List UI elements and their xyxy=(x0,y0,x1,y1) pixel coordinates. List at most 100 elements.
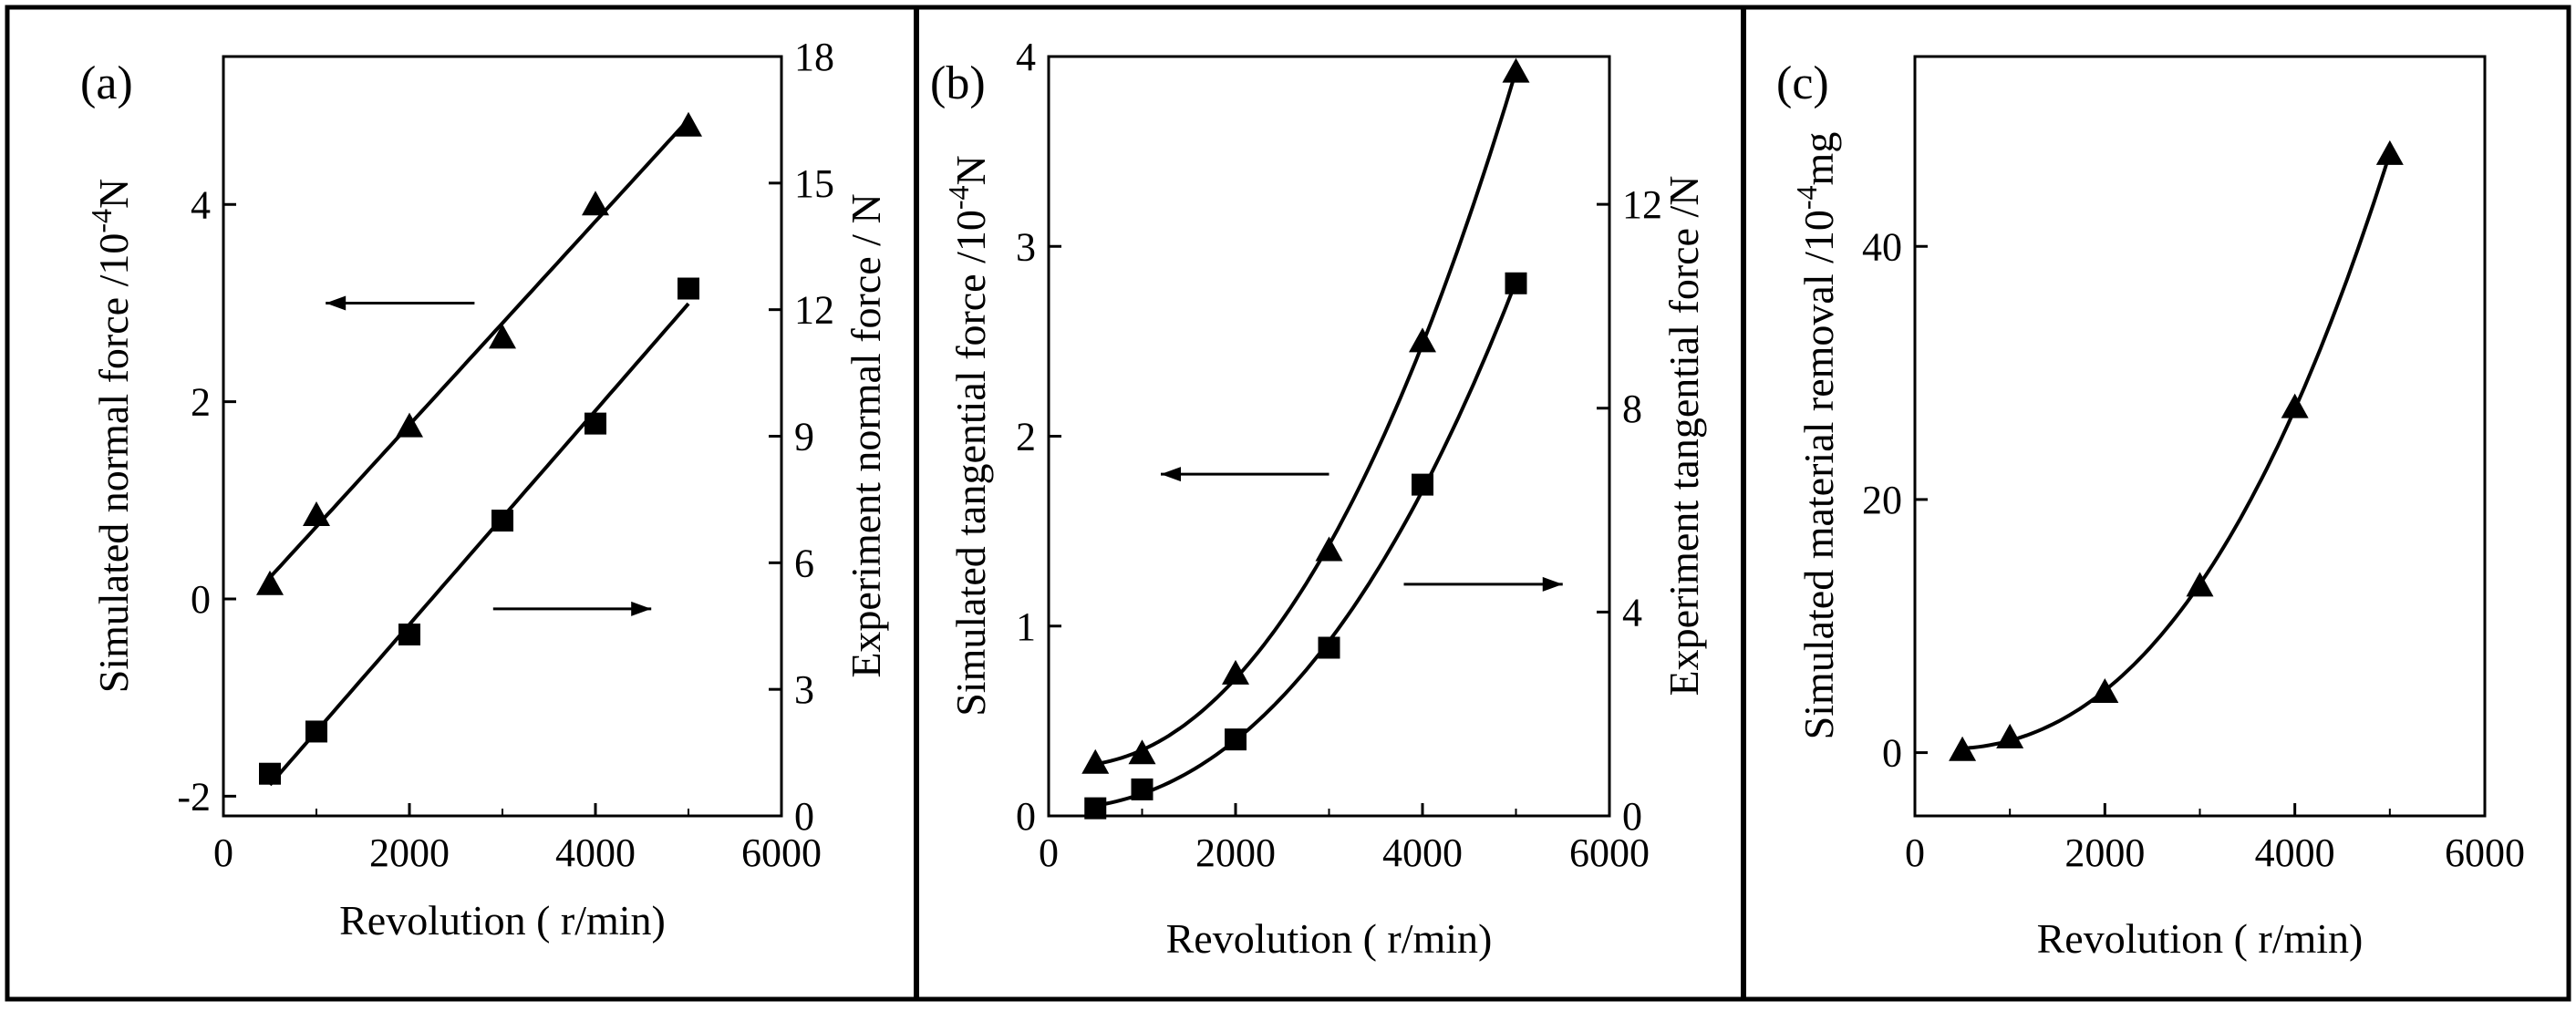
y2-tick-label: 9 xyxy=(794,415,814,459)
x-tick-label: 4000 xyxy=(2255,830,2335,875)
square-marker xyxy=(398,624,420,646)
y-tick-label: 0 xyxy=(191,577,211,622)
triangle-marker xyxy=(2281,393,2309,418)
fit-curve-triangle xyxy=(268,118,690,579)
triangle-marker xyxy=(303,501,330,527)
x-tick-label: 2000 xyxy=(2064,830,2145,875)
y2-tick-label: 0 xyxy=(794,794,814,839)
square-marker xyxy=(259,762,281,785)
y-axis-title-exponent: -4 xyxy=(1790,185,1823,210)
y-axis-title-unit: N xyxy=(947,155,994,185)
x-axis-title: Revolution ( r/min) xyxy=(1166,915,1493,962)
arrow-head-left xyxy=(326,295,347,311)
y-tick-label: 0 xyxy=(1882,731,1902,776)
y-tick-label: 0 xyxy=(1016,794,1036,839)
y2-tick-label: 4 xyxy=(1622,590,1642,634)
y-tick-label: 40 xyxy=(1862,224,1902,269)
y-axis-title-text: Simulated normal force /10 xyxy=(90,233,137,694)
x-axis-title: Revolution ( r/min) xyxy=(2037,915,2364,962)
arrow-head-right xyxy=(631,601,652,616)
triangle-marker xyxy=(2375,139,2404,165)
y-tick-label: -2 xyxy=(177,774,211,819)
y2-tick-label: 15 xyxy=(794,161,834,206)
square-marker xyxy=(491,510,513,532)
square-marker xyxy=(1084,797,1107,820)
square-marker xyxy=(1505,272,1527,294)
x-axis-title: Revolution ( r/min) xyxy=(339,897,666,944)
y2-tick-label: 3 xyxy=(794,667,814,712)
triangle-marker xyxy=(2186,572,2214,597)
triangle-marker xyxy=(1996,723,2024,748)
x-tick-label: 0 xyxy=(1039,830,1059,875)
fit-curve-triangle xyxy=(1094,70,1518,766)
y-tick-label: 2 xyxy=(1016,415,1036,459)
x-tick-label: 0 xyxy=(213,830,233,875)
fit-curve-square xyxy=(1094,281,1518,808)
plot-frame xyxy=(1047,55,1611,818)
panel-label: (c) xyxy=(1776,57,1829,109)
triangle-marker xyxy=(1409,327,1436,353)
triangle-marker xyxy=(396,412,423,438)
y-tick-label: 4 xyxy=(1016,35,1036,79)
triangle-marker xyxy=(582,191,609,216)
y-axis-title-text: Simulated tangential force /10 xyxy=(947,210,994,717)
panel-c: (c) 0 2000 4000 6000 0 20 40 Revolution ( r/min)… xyxy=(1776,55,2525,962)
triangle-marker xyxy=(2091,677,2119,703)
y-tick-label: 2 xyxy=(191,380,211,425)
panel-label: (b) xyxy=(930,57,986,109)
y-tick-label: 20 xyxy=(1862,478,1902,522)
triangle-marker xyxy=(256,570,284,595)
y-tick-label: 4 xyxy=(191,182,211,227)
y-tick-label: 1 xyxy=(1016,604,1036,649)
y-tick-label: 3 xyxy=(1016,224,1036,269)
y-axis-title-unit: N xyxy=(90,179,137,209)
fit-curve-triangle xyxy=(1961,152,2392,750)
y2-axis-title: Experiment normal force / N xyxy=(843,193,889,677)
panel-a: (a)0 2000 4000 6000-20240369121518Revolutio… xyxy=(80,35,889,944)
square-marker xyxy=(1318,636,1340,659)
y-axis-title: Simulated normal force /10-4N xyxy=(85,179,137,693)
fit-curve-square xyxy=(268,302,690,787)
triangle-marker xyxy=(1949,736,1977,761)
square-marker xyxy=(1131,778,1154,800)
y2-tick-label: 0 xyxy=(1622,794,1642,839)
triangle-marker xyxy=(1315,536,1343,562)
arrow-head-left xyxy=(1161,467,1181,482)
triangle-marker xyxy=(489,324,516,349)
x-tick-label: 2000 xyxy=(1195,830,1276,875)
y2-tick-label: 18 xyxy=(794,35,834,79)
x-tick-label: 4000 xyxy=(1382,830,1463,875)
plot-frame xyxy=(222,55,783,818)
x-tick-label: 2000 xyxy=(369,830,450,875)
x-tick-label: 6000 xyxy=(1569,830,1650,875)
arrow-head-right xyxy=(1542,576,1563,592)
y-axis-title-exponent: -4 xyxy=(85,209,118,233)
outer-frame xyxy=(5,5,2571,1002)
plot-frame xyxy=(1913,55,2487,818)
x-tick-label: 0 xyxy=(1905,830,1925,875)
x-tick-label: 4000 xyxy=(555,830,636,875)
y2-tick-label: 8 xyxy=(1622,387,1642,431)
y-axis-title: Simulated material removal /10-4mg xyxy=(1790,132,1842,740)
y2-tick-label: 12 xyxy=(794,288,834,333)
square-marker xyxy=(1225,728,1247,751)
y-axis-title: Simulated tangential force /10-4N xyxy=(942,155,994,717)
y2-tick-label: 6 xyxy=(794,541,814,585)
x-tick-label: 6000 xyxy=(741,830,822,875)
panel-label: (a) xyxy=(80,57,133,109)
triangle-marker xyxy=(1222,659,1249,685)
triangle-marker xyxy=(1128,739,1156,765)
x-tick-label: 6000 xyxy=(2445,830,2525,875)
triangle-marker xyxy=(1502,57,1530,83)
triangle-marker xyxy=(1081,748,1110,774)
square-marker xyxy=(305,720,327,743)
square-marker xyxy=(678,277,699,300)
y-axis-title-exponent: -4 xyxy=(942,185,975,210)
square-marker xyxy=(585,412,606,435)
y2-axis-title: Experiment tangential force /N xyxy=(1660,176,1707,696)
y2-tick-label: 12 xyxy=(1622,182,1662,227)
triangle-marker xyxy=(675,111,702,137)
square-marker xyxy=(1412,473,1433,496)
